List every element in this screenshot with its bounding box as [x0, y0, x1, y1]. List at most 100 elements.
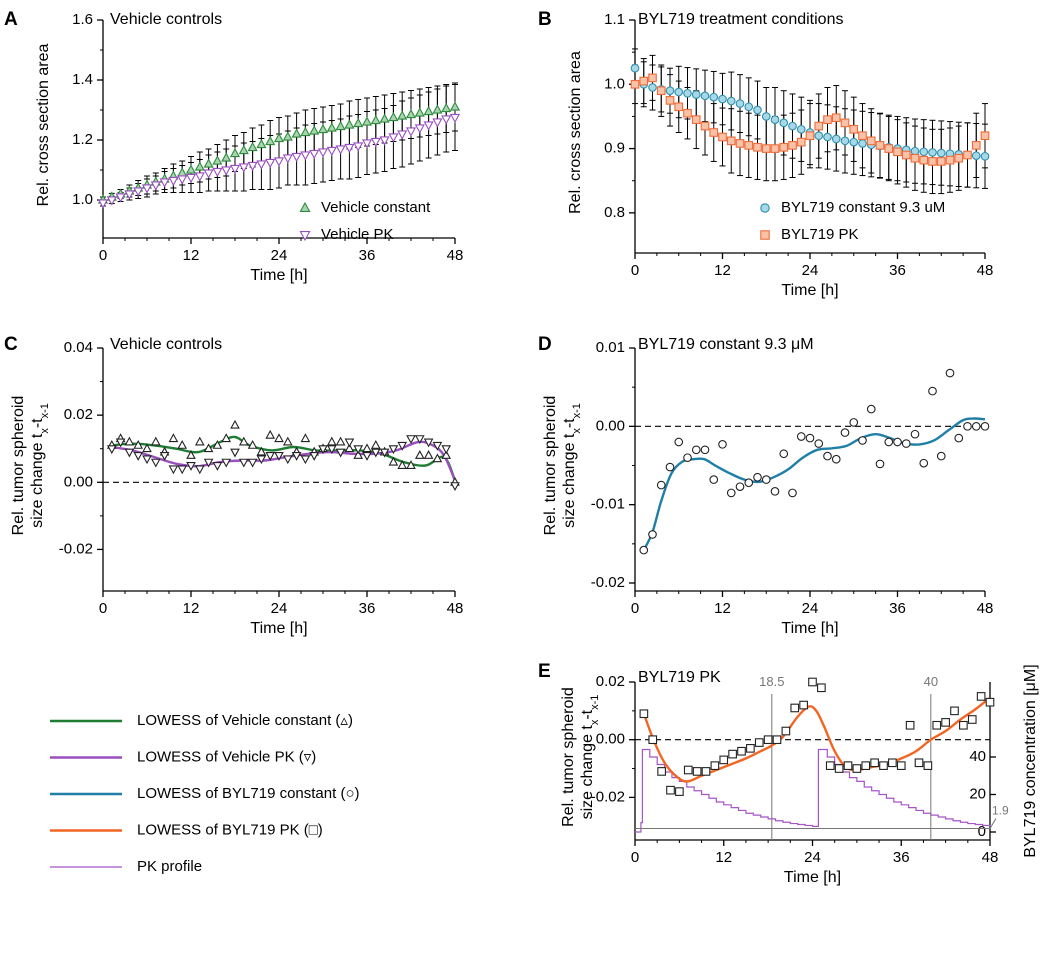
data-point	[772, 735, 782, 745]
data-point	[763, 735, 773, 745]
data-point	[353, 117, 364, 128]
data-point	[432, 104, 443, 114]
data-point	[656, 86, 666, 96]
legend-marker	[299, 231, 311, 242]
data-point	[423, 450, 434, 459]
x-tick-label: 12	[715, 849, 732, 866]
data-point	[825, 761, 835, 770]
y-axis-label-line2: size change tx-tx-1	[29, 403, 51, 528]
data-point	[115, 193, 126, 203]
data-point	[344, 143, 355, 154]
data-point	[718, 94, 727, 104]
data-point	[168, 465, 179, 475]
data-point	[683, 765, 693, 775]
y-tick-label: 0.9	[604, 140, 625, 157]
data-point	[799, 700, 808, 710]
data-point	[744, 141, 754, 150]
data-point	[849, 124, 859, 134]
panel-letter: D	[538, 334, 552, 355]
data-point	[945, 155, 955, 165]
data-point	[884, 437, 894, 447]
x-axis-label: Time [h]	[250, 620, 307, 637]
data-point	[405, 108, 417, 119]
data-point	[282, 436, 293, 446]
data-point	[432, 441, 443, 451]
data-point	[674, 87, 684, 97]
data-point	[256, 138, 267, 149]
data-point	[353, 142, 364, 152]
data-point	[691, 445, 701, 455]
data-point	[683, 108, 692, 118]
data-point	[718, 440, 727, 449]
data-point	[212, 155, 223, 165]
data-point	[843, 761, 853, 770]
data-point	[945, 368, 955, 378]
x-tick-label: 36	[359, 247, 376, 264]
data-point	[788, 141, 797, 150]
data-point	[726, 96, 736, 106]
y-axis-label: Rel. tumor spheroid	[542, 396, 559, 536]
data-point	[980, 131, 990, 141]
data-point	[849, 137, 859, 147]
data-point	[950, 706, 959, 716]
data-point	[719, 755, 729, 765]
data-point	[888, 758, 897, 768]
x-tick-label: 36	[359, 600, 376, 617]
data-point	[238, 163, 249, 173]
data-point	[656, 480, 666, 490]
data-point	[790, 703, 800, 713]
x-tick-label: 24	[271, 600, 288, 617]
data-point	[300, 151, 311, 161]
data-point	[441, 102, 452, 113]
data-point	[450, 482, 460, 492]
data-point	[168, 433, 179, 443]
data-point	[936, 451, 946, 461]
x-axis-label: Time [h]	[784, 869, 841, 886]
data-point	[779, 449, 789, 459]
data-point	[700, 121, 710, 131]
data-point	[185, 173, 197, 184]
data-point	[674, 102, 684, 112]
data-point	[866, 136, 876, 146]
data-point	[274, 433, 284, 443]
panel-title: Vehicle controls	[110, 336, 222, 353]
data-point	[928, 386, 937, 396]
data-point	[866, 404, 876, 414]
data-point	[370, 137, 381, 148]
data-point	[665, 86, 675, 96]
data-point	[370, 114, 381, 125]
series-points	[639, 677, 995, 796]
y-axis-label: Rel. tumor spheroid	[10, 396, 27, 536]
x-axis-label: Time [h]	[781, 620, 838, 637]
threshold-pointer	[989, 818, 997, 829]
data-point	[796, 432, 806, 441]
data-point	[796, 124, 806, 134]
data-point	[781, 726, 791, 736]
data-point	[840, 136, 850, 146]
data-point	[770, 115, 780, 124]
data-point	[700, 91, 710, 101]
data-point	[230, 448, 240, 458]
x-tick-label: 24	[802, 262, 819, 279]
panel-e: E BYL719 PK 0 12 24 36 48 -0.02 0.00 0.02 Time [h]…	[538, 661, 1039, 886]
data-point	[256, 160, 267, 170]
data-point	[441, 450, 452, 459]
data-point	[665, 96, 675, 105]
x-tick-label: 48	[977, 262, 994, 279]
data-point	[124, 190, 135, 200]
data-point	[379, 113, 390, 123]
panel-a: A Vehicle controls 0 12 24 36 48 1.0 1.2 1.4 1.6 Ti…	[4, 9, 463, 284]
data-point	[238, 436, 249, 446]
data-point	[831, 454, 841, 464]
y2-tick-label: 20	[969, 785, 986, 802]
data-point	[142, 443, 152, 453]
data-point	[630, 79, 640, 89]
data-point	[309, 125, 320, 135]
data-point	[221, 152, 232, 162]
data-point	[300, 433, 311, 443]
data-point	[221, 166, 232, 176]
data-point	[335, 448, 346, 458]
data-point	[870, 758, 879, 768]
data-point	[852, 764, 862, 773]
data-point	[177, 175, 188, 185]
